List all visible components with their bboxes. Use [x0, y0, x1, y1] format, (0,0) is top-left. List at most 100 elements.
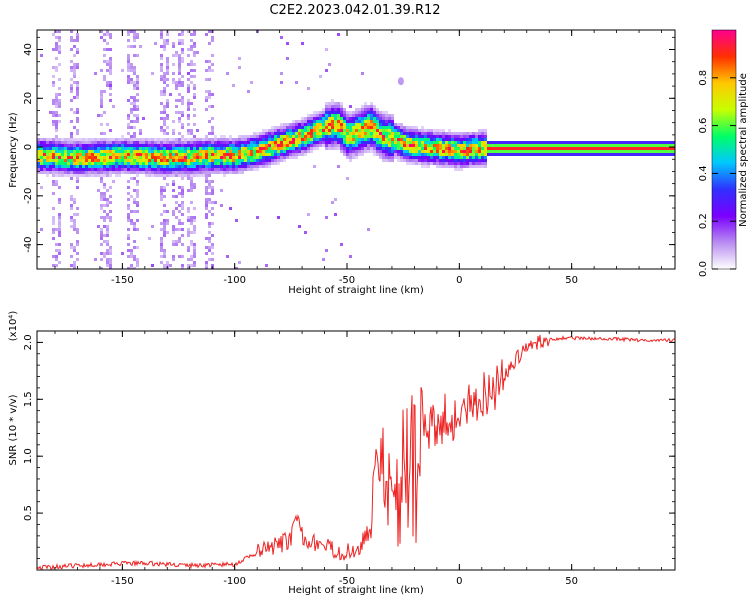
- heatmap-cell: [52, 192, 55, 195]
- heatmap-cell: [289, 138, 292, 141]
- heatmap-cell: [154, 150, 157, 153]
- heatmap-cell: [109, 168, 112, 171]
- heatmap-cell: [469, 153, 472, 156]
- heatmap-cell: [295, 123, 298, 126]
- heatmap-cell: [157, 144, 160, 147]
- heatmap-cell: [193, 156, 196, 159]
- heatmap-cell: [343, 144, 346, 147]
- heatmap-cell: [259, 162, 262, 165]
- heatmap-cell: [103, 234, 106, 237]
- heatmap-cell: [367, 129, 370, 132]
- heatmap-cell: [325, 105, 328, 108]
- heatmap-cell: [649, 150, 652, 153]
- heatmap-cell: [652, 141, 655, 144]
- heatmap-cell: [367, 147, 370, 150]
- heatmap-cell: [40, 156, 43, 159]
- heatmap-cell: [106, 249, 109, 252]
- heatmap-cell: [259, 150, 262, 153]
- heatmap-cell: [313, 111, 316, 114]
- heatmap-cell: [97, 156, 100, 159]
- heatmap-cell: [109, 93, 112, 96]
- heatmap-cell: [334, 120, 337, 123]
- heatmap-cell: [559, 153, 562, 156]
- heatmap-cell: [283, 129, 286, 132]
- heatmap-cell: [166, 144, 169, 147]
- heatmap-cell: [172, 54, 175, 57]
- heatmap-cell: [199, 162, 202, 165]
- heatmap-cell: [271, 144, 274, 147]
- heatmap-cell: [385, 156, 388, 159]
- heatmap-cell: [76, 144, 79, 147]
- heatmap-cell: [460, 153, 463, 156]
- heatmap-cell: [355, 120, 358, 123]
- heatmap-cell: [412, 153, 415, 156]
- heatmap-cell: [394, 141, 397, 144]
- heatmap-cell: [160, 168, 163, 171]
- heatmap-cell: [178, 69, 181, 72]
- heatmap-cell: [400, 132, 403, 135]
- heatmap-cell: [253, 150, 256, 153]
- heatmap-cell: [178, 174, 181, 177]
- heatmap-cell: [190, 216, 193, 219]
- heatmap-cell: [118, 147, 121, 150]
- heatmap-cell: [190, 171, 193, 174]
- heatmap-cell: [163, 249, 166, 252]
- heatmap-cell: [487, 153, 490, 156]
- heatmap-cell: [385, 138, 388, 141]
- colorbar: 0.00.20.40.60.8 Normalized spectral ampl…: [698, 29, 749, 277]
- heatmap-cell: [166, 57, 169, 60]
- heatmap-cell: [193, 186, 196, 189]
- heatmap-cell: [193, 135, 196, 138]
- heatmap-cell: [325, 117, 328, 120]
- heatmap-cell: [487, 150, 490, 153]
- heatmap-cell: [109, 174, 112, 177]
- heatmap-cell: [346, 150, 349, 153]
- heatmap-cell: [154, 159, 157, 162]
- heatmap-cell: [448, 144, 451, 147]
- heatmap-cell: [409, 150, 412, 153]
- heatmap-cell: [127, 267, 130, 269]
- heatmap-cell: [106, 204, 109, 207]
- heatmap-cell: [238, 168, 241, 171]
- heatmap-cell: [205, 246, 208, 249]
- heatmap-cell: [280, 153, 283, 156]
- heatmap-cell: [367, 138, 370, 141]
- heatmap-cell: [634, 153, 637, 156]
- heatmap-cell: [136, 108, 139, 111]
- heatmap-cell: [400, 150, 403, 153]
- heatmap-cell: [82, 141, 85, 144]
- heatmap-cell: [484, 159, 487, 162]
- heatmap-cell: [286, 129, 289, 132]
- heatmap-cell: [211, 201, 214, 204]
- heatmap-cell: [517, 150, 520, 153]
- heatmap-cell: [127, 54, 130, 57]
- heatmap-cell: [298, 144, 301, 147]
- x-tick-label: 0: [456, 576, 462, 587]
- heatmap-cell: [352, 138, 355, 141]
- heatmap-cell: [253, 159, 256, 162]
- heatmap-cell: [334, 114, 337, 117]
- heatmap-cell: [187, 174, 190, 177]
- heatmap-cell: [466, 162, 469, 165]
- heatmap-cell: [172, 231, 175, 234]
- heatmap-cell: [112, 180, 115, 183]
- heatmap-cell: [268, 150, 271, 153]
- heatmap-cell: [346, 144, 349, 147]
- heatmap-cell: [457, 159, 460, 162]
- heatmap-cell: [556, 147, 559, 150]
- heatmap-cell: [472, 165, 475, 168]
- heatmap-cell: [187, 264, 190, 267]
- heatmap-cell: [103, 90, 106, 93]
- heatmap-cell: [160, 54, 163, 57]
- heatmap-cell: [109, 138, 112, 141]
- heatmap-cell: [268, 144, 271, 147]
- heatmap-cell: [376, 120, 379, 123]
- heatmap-cell: [298, 147, 301, 150]
- heatmap-cell: [181, 48, 184, 51]
- heatmap-cell: [433, 150, 436, 153]
- heatmap-cell: [76, 177, 79, 180]
- heatmap-cell: [253, 132, 256, 135]
- heatmap-cell: [211, 189, 214, 192]
- heatmap-cell: [565, 147, 568, 150]
- heatmap-cell: [346, 123, 349, 126]
